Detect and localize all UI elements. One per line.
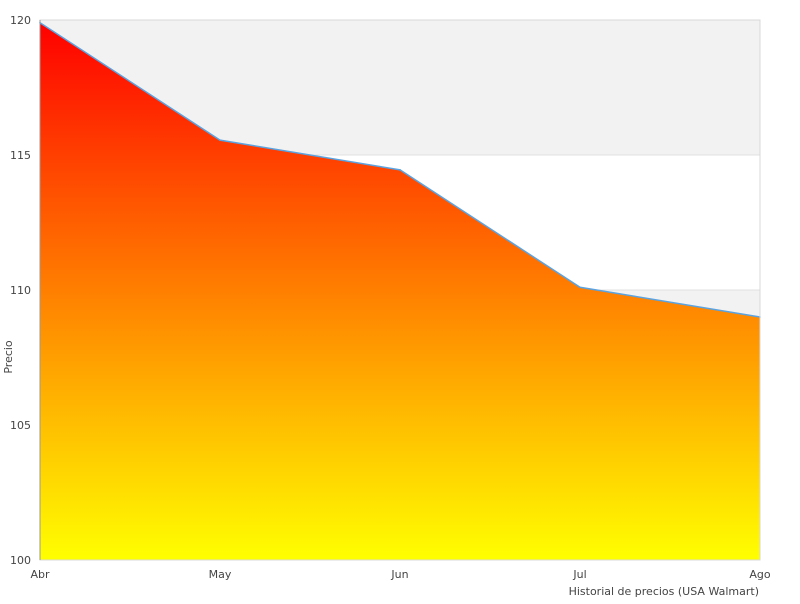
x-axis: Abr May Jun Jul Ago [30,568,770,581]
y-axis: 100 105 110 115 120 [10,14,31,567]
x-tick-label: Abr [30,568,50,581]
data-point [219,139,221,141]
y-tick-label: 100 [10,554,31,567]
y-tick-label: 120 [10,14,31,27]
x-tick-label: Jul [572,568,586,581]
y-axis-label: Precio [2,340,15,374]
x-tick-label: May [209,568,232,581]
area-fill [40,22,760,560]
x-tick-label: Ago [749,568,771,581]
y-tick-label: 105 [10,419,31,432]
data-point [579,286,581,289]
x-axis-label: Historial de precios (USA Walmart) [569,585,759,598]
data-point [399,169,401,171]
y-tick-label: 115 [10,149,31,162]
x-tick-label: Jun [390,568,408,581]
y-tick-label: 110 [10,284,31,297]
plot-frame [39,19,761,561]
